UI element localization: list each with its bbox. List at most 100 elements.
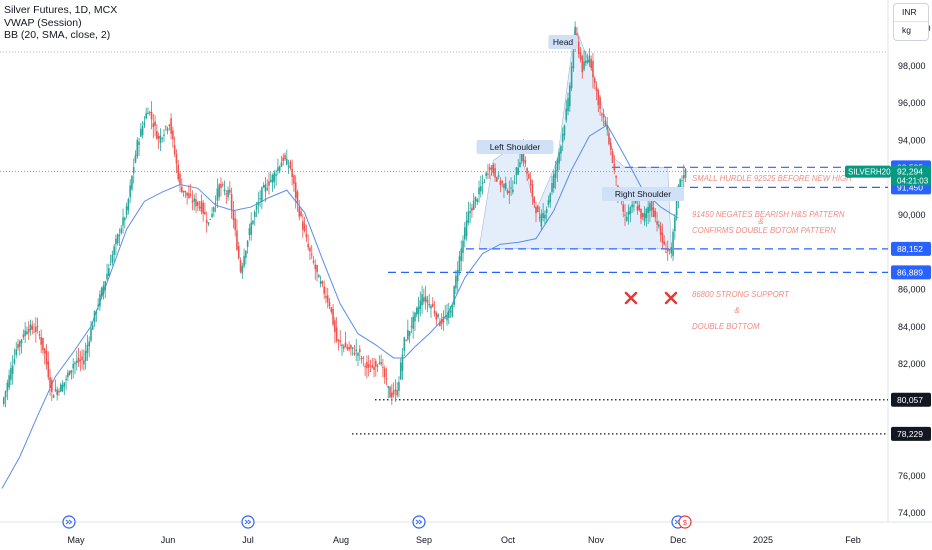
candle-body (264, 184, 267, 192)
candle-body (13, 359, 16, 364)
candle-body (547, 200, 550, 205)
candle-body (175, 154, 178, 164)
candle-body (132, 167, 135, 174)
candle-body (601, 113, 603, 115)
candle-body (458, 256, 461, 272)
candle-body (656, 221, 658, 225)
candle-body (166, 128, 169, 131)
candle-body (296, 191, 299, 204)
candle-body (453, 286, 455, 306)
candle-body (120, 228, 123, 234)
candle-body (661, 232, 664, 243)
candle-body (483, 181, 486, 183)
candle-body (545, 209, 548, 213)
price-tick-label: 82,000 (898, 359, 926, 369)
candle-body (122, 217, 124, 226)
candle-body (27, 328, 30, 333)
candle-body (682, 175, 685, 179)
candle-body (106, 273, 108, 280)
candle-body (284, 154, 286, 160)
price-tick-label: 96,000 (898, 98, 926, 108)
candle-body (367, 364, 370, 368)
candle-body (286, 158, 288, 165)
candle-body (659, 225, 662, 236)
candle-body (471, 207, 473, 211)
candle-body (385, 378, 388, 380)
candle-body (561, 133, 564, 143)
candle-body (259, 198, 261, 200)
candle-body (504, 182, 507, 190)
candle-body (58, 390, 60, 393)
candle-body (496, 177, 498, 182)
candle-body (631, 204, 633, 208)
candle-body (526, 167, 528, 174)
candle-body (342, 346, 345, 349)
candle-body (113, 246, 115, 255)
candle-body (250, 222, 252, 235)
candle-body (81, 356, 83, 361)
time-tick-label: Dec (670, 535, 687, 545)
candle-body (100, 287, 103, 297)
candle-body (163, 134, 165, 136)
candle-body (147, 112, 149, 115)
candle-body (570, 66, 573, 89)
candle-body (129, 185, 131, 198)
candle-body (633, 205, 635, 207)
candle-body (213, 207, 215, 212)
candle-body (79, 359, 82, 362)
candle-body (364, 366, 366, 368)
candle-body (312, 260, 315, 263)
candle-body (556, 159, 559, 171)
candle-body (492, 164, 495, 174)
symbol-tag-label: SILVERH2025 (848, 168, 900, 177)
time-tick-label: Feb (845, 535, 861, 545)
candle-body (204, 212, 206, 215)
candle-body (519, 162, 521, 168)
time-tick-label: Oct (501, 535, 516, 545)
event-marker-arrow (244, 519, 252, 525)
candle-body (157, 135, 160, 139)
candle-body (49, 377, 51, 389)
candle-body (216, 188, 219, 201)
candle-body (472, 200, 475, 210)
candle-body (19, 341, 21, 347)
candle-body (417, 306, 420, 315)
candle-body (88, 341, 91, 347)
candle-body (269, 179, 272, 182)
candle-body (569, 85, 571, 107)
candle-body (554, 170, 557, 179)
candle-body (647, 206, 649, 214)
candle-body (70, 370, 73, 373)
candle-body (634, 200, 637, 204)
vwap-indicator-label[interactable]: VWAP (Session) (4, 16, 82, 29)
candle-body (108, 268, 110, 277)
chart-annotation: DOUBLE BOTTOM (692, 322, 760, 331)
candle-body (613, 163, 616, 171)
candle-body (654, 210, 657, 218)
candle-body (43, 348, 46, 354)
candle-body (309, 247, 311, 252)
candle-body (675, 199, 678, 216)
candle-body (294, 182, 297, 198)
candle-body (74, 362, 76, 365)
bb-indicator-label[interactable]: BB (20, SMA, close, 2) (4, 29, 111, 41)
candle-body (10, 367, 12, 380)
candle-body (218, 184, 220, 198)
candle-body (593, 78, 596, 83)
chart-annotation: SMALL HURDLE 92525 BEFORE NEW HIGH (692, 174, 852, 183)
candle-body (478, 187, 480, 195)
time-tick-label: Nov (588, 535, 605, 545)
currency-code: INR (894, 4, 928, 22)
candle-body (116, 234, 119, 244)
candle-body (424, 296, 427, 302)
candle-body (319, 280, 322, 285)
candle-body (563, 125, 566, 136)
candle-body (6, 382, 9, 392)
candle-body (230, 193, 233, 210)
candle-body (275, 174, 277, 176)
currency-unit-box[interactable]: INR kg (893, 3, 929, 41)
candle-body (485, 172, 487, 177)
candle-body (211, 213, 213, 217)
candle-body (341, 344, 343, 347)
